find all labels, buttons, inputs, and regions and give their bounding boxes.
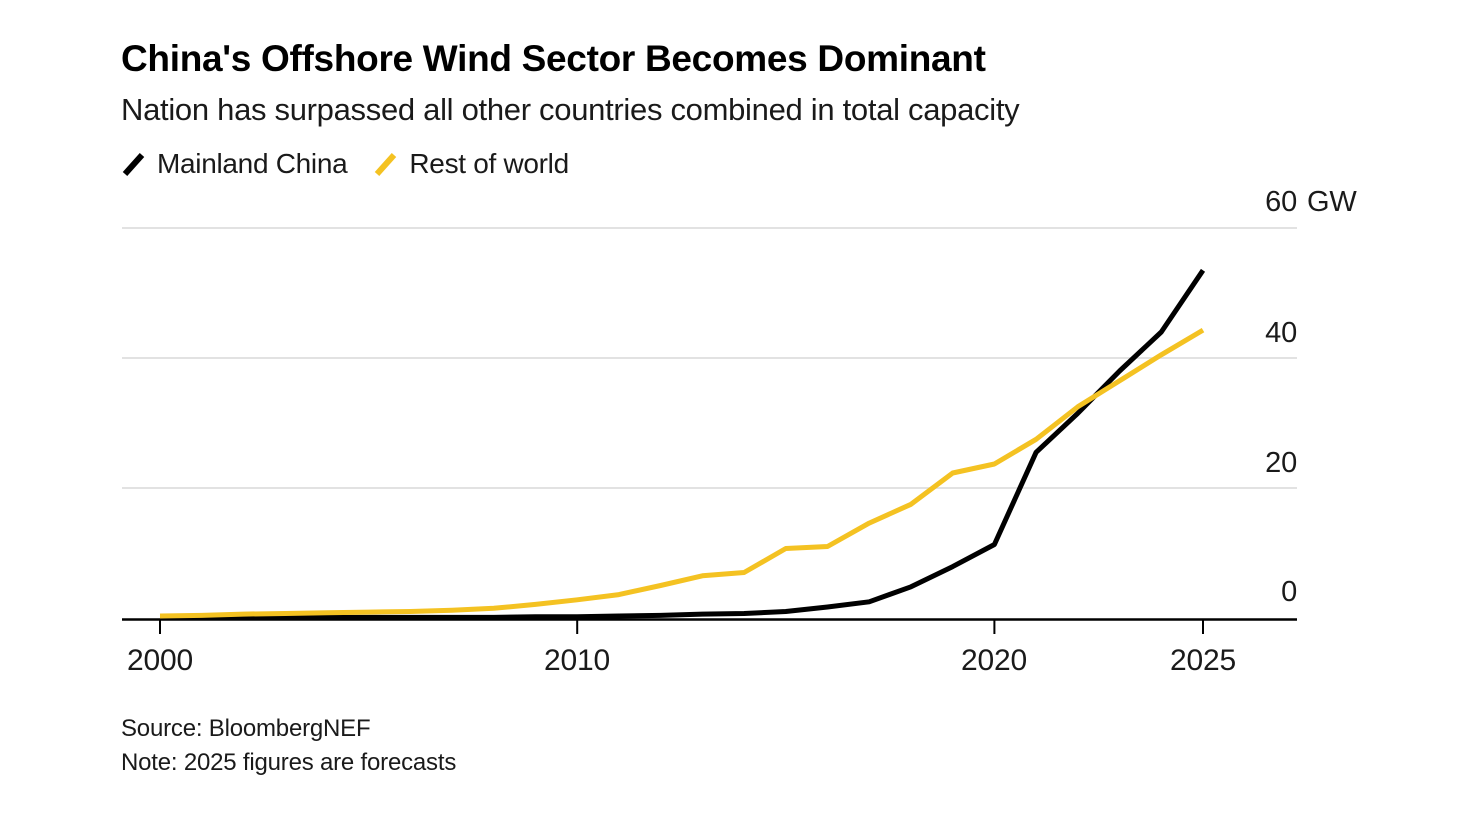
x-axis-tick-label-2020: 2020 [961, 644, 1027, 677]
x-axis-tick-label-2010: 2010 [544, 644, 610, 677]
y-axis-tick-label-20: 20 [1265, 447, 1297, 479]
x-axis-tick-label-2025: 2025 [1170, 644, 1236, 677]
chart-title: China's Offshore Wind Sector Becomes Dom… [121, 38, 986, 79]
source-line: Source: BloombergNEF [121, 715, 371, 742]
legend-item-mainland-china: Mainland China [121, 148, 348, 180]
y-axis-tick-label-0: 0 [1281, 576, 1297, 608]
line-swatch-black-icon [122, 152, 145, 177]
legend-item-rest-of-world: Rest of world [373, 148, 569, 180]
line-swatch-yellow-icon [375, 152, 397, 177]
legend-label-mainland-china: Mainland China [157, 148, 348, 179]
y-axis-tick-label-60: 60 [1265, 186, 1297, 218]
y-axis-unit-label: GW [1307, 186, 1357, 218]
chart-subtitle: Nation has surpassed all other countries… [121, 92, 1020, 127]
legend: Mainland China Rest of world [121, 148, 569, 180]
x-axis-tick-label-2000: 2000 [127, 644, 193, 677]
y-axis-tick-label-40: 40 [1265, 317, 1297, 349]
legend-label-rest-of-world: Rest of world [409, 148, 569, 179]
note-line: Note: 2025 figures are forecasts [121, 749, 457, 776]
